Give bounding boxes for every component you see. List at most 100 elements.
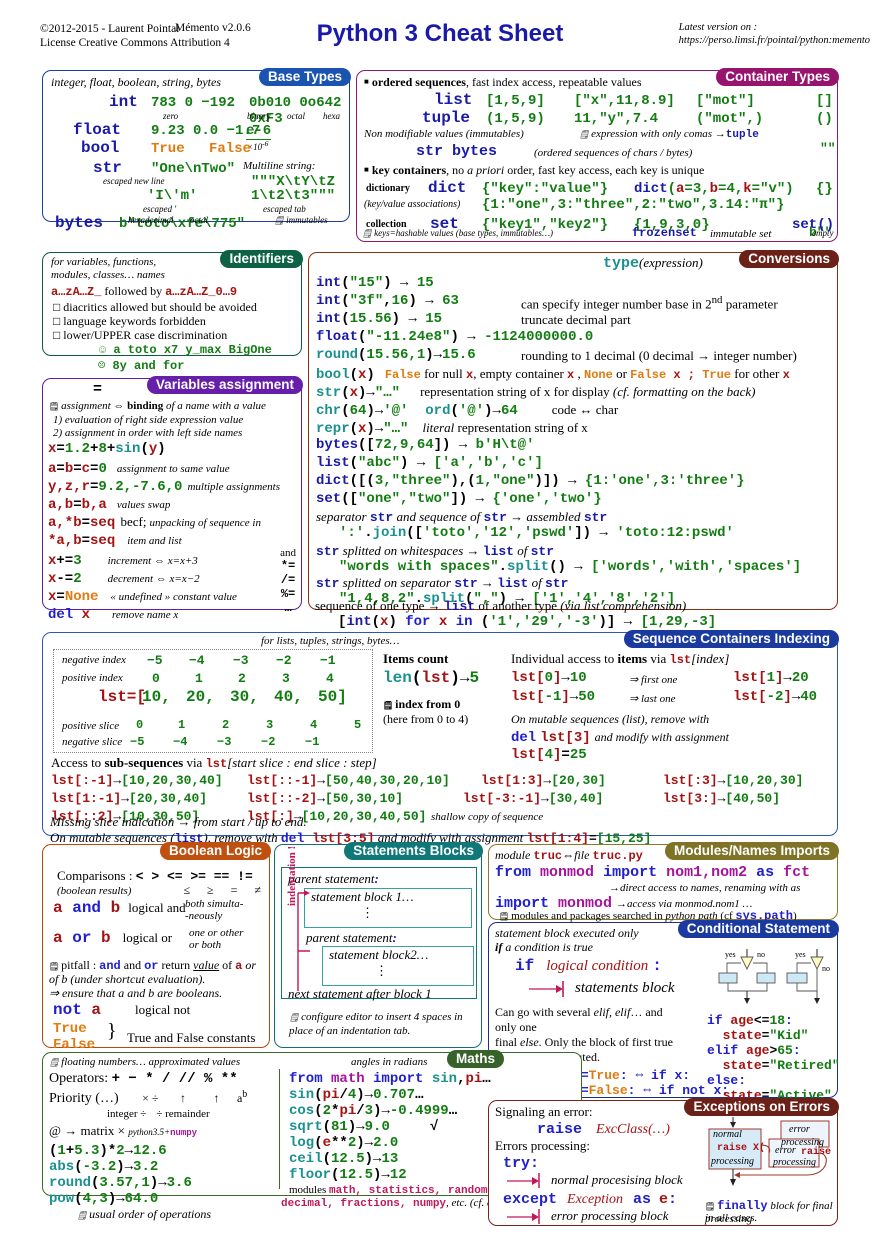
tuple-value-2: 11,"y",7.4 [574,111,659,127]
neg-slice-2: −3 [217,735,232,749]
badge-boolean-logic: Boolean Logic [159,842,271,860]
conv-line-str: str(x)→"…" representation string of x for… [316,384,756,401]
annotation-immutables: immutables [274,215,328,225]
pos-slice-1: 1 [178,718,186,732]
annotation-escaped-tab: escaped tab [263,204,306,214]
copyright-line-1: ©2012-2015 - Laurent Pointal [40,23,180,35]
conv-line-float: float("-11.24e8") → -1124000000.0 [316,329,594,345]
slice-2-0: lst[::2]→[10,30,50] [51,809,200,824]
and-note: both simulta- -neously [185,898,244,922]
block-arrow-icon [529,981,564,998]
from-import-note: →direct access to names, renaming with a… [609,882,801,894]
maths-divider [279,1069,280,1189]
conv-note-truncate: truncate decimal part [521,312,631,327]
conditional-flowchart-icon: yes no yes no [718,949,830,1004]
identifiers-bad-example: ☹ 8y and for [98,359,185,373]
maths-cos: cos(2*pi/3)→-0.4999… [289,1103,458,1119]
tuple-value-1: (1,5,9) [486,111,545,127]
finally-note-2: in all cases. [705,1212,758,1224]
shallow-copy-note: shallow copy of sequence [431,811,544,823]
dict-side-label: dictionary [366,183,410,194]
maths-float-note: floating numbers… approximated values [49,1056,240,1068]
badge-base-types: Base Types [258,68,351,86]
pos-index-2: 2 [238,671,246,686]
conv-split-ws-line: str splitted on whitespaces → list of st… [316,543,555,559]
maths-power-sym: ab [236,1089,248,1105]
copyright-line-2: License Creative Commons Attribution 4 [40,37,230,49]
try-line: try: [503,1155,540,1172]
annotation-non-modifiable: Non modifiable values (immutables) [364,128,524,140]
multiline-line-2: 1\t2\t3""" [251,188,336,204]
identifiers-rule: a…zA…Z_ followed by a…zA…Z_0…9 [51,284,238,299]
maths-example-2: round(3.57,1)→3.6 [49,1175,192,1191]
base-type-int-bases: 0b010 0o642 0xF3 [249,95,342,127]
assignment-row-6: x+=3 increment ⇔ x=x+3 [48,553,198,569]
slice-0-3: lst[:3]→[10,20,30] [663,773,804,788]
pos-slice-2: 2 [222,718,230,732]
conv-line-set: set(["one","two"]) → {'one','two'} [316,491,602,507]
annotation-binary: binary [247,111,271,121]
latest-version-url[interactable]: https://perso.limsi.fr/pointal/python:me… [678,35,870,46]
badge-modules-imports: Modules/Names Imports [664,842,839,860]
dict-value-3: {1:"one",3:"three",2:"two",3.14:"π"} [482,197,785,213]
len-code: len(lst)→5 [383,669,480,687]
diag-error-processing-label: processing [781,1137,824,1148]
assignment-row-7: x-=2 decrement ⇔ x=x−2 [48,571,200,587]
error-block-line: error processing block [507,1207,668,1225]
identifiers-good-example: ☺ a toto x7 y_max BigOne [99,343,272,357]
diag-raise-label-2: raise [801,1147,832,1158]
here-from-note: (here from 0 to 4) [383,712,469,726]
if-line: if logical condition : [515,957,662,975]
assignment-row-5: *a,b=seq item and list [48,533,182,549]
normal-block-line: normal procesising block [507,1171,683,1189]
annotation-octal-2: octal [190,215,208,225]
dict-value-1: {"key":"value"} [482,181,609,197]
constants-row: True False [53,1021,95,1053]
statement-block-2: statement block2… [329,947,429,962]
modules-search-note: modules and packages searched in python … [499,909,797,923]
not-row: not a logical not [53,1001,191,1019]
str-value-2: 'I\'m' [147,188,198,204]
assignment-row-3: a,b=b,a values swap [48,497,171,513]
annotation-octal: octal [287,111,305,121]
cond-ex-3: state="Retired" [722,1058,840,1073]
side-op-1: /= [280,573,296,587]
memento-version: Mémento v2.0.6 [175,22,251,34]
errors-processing-label: Errors processing: [495,1138,590,1153]
maths-sin: sin(pi/4)→0.707… [289,1087,424,1103]
assignment-note-2: 1) evaluation of right side expression v… [53,414,244,426]
conditional-intro-2: if a condition is true [495,940,594,954]
import-line: import monmod →access via monmod.nom1 … [495,895,753,912]
conv-note-round: rounding to 1 decimal (0 decimal → integ… [521,348,797,363]
pos-slice-3: 3 [266,718,274,732]
except-line: except Exception as e: [503,1191,678,1208]
page-header: ©2012-2015 - Laurent Pointal License Cre… [0,0,880,58]
cond-ex-4: else: [707,1073,747,1088]
tuple-empty: () [816,111,833,127]
conv-split-sep-line: str splitted on separator str → list of … [316,575,569,591]
dict-side-label-2: (key/value associations) [364,199,461,210]
lst-item-4: 50] [318,688,347,706]
base-type-bool-label: bool [81,139,120,157]
conv-line-repr: repr(x)→"…" literal representation string… [316,420,588,437]
svg-text:yes: yes [725,950,736,959]
dict-label: dict [428,179,467,197]
and-row: a and b logical and [53,899,186,917]
raise-line: raise ExcClass(…) [537,1121,670,1138]
pos-index-label: positive index [62,672,123,684]
badge-sequence-indexing: Sequence Containers Indexing [623,630,839,648]
assignment-note-1: assignment ⇔ binding of a name with a va… [49,400,266,412]
identifiers-subtitle-2: modules, classes… names [51,269,165,281]
bytes-empty: b"" [809,225,833,240]
slice-0-2: lst[1:3]→[20,30] [481,773,606,788]
base-type-bytes-label: bytes [55,214,104,232]
conditional-desc-1: Can go with several elif, elif… and only… [495,1005,663,1034]
or-note: one or other or both [189,927,244,951]
conv-note-base: can specify integer number base in 2nd p… [521,294,778,312]
assignment-note-3: 2) assignment in order with left side na… [53,427,243,439]
lst-item-2: 30, [230,688,259,706]
maths-example-1: abs(-3.2)→3.2 [49,1159,159,1175]
slice-0-1: lst[::-1]→[50,40,30,20,10] [247,773,450,788]
individual-access-block: Individual access to items via lst[index… [511,651,833,763]
set-empty: set() [792,217,835,233]
